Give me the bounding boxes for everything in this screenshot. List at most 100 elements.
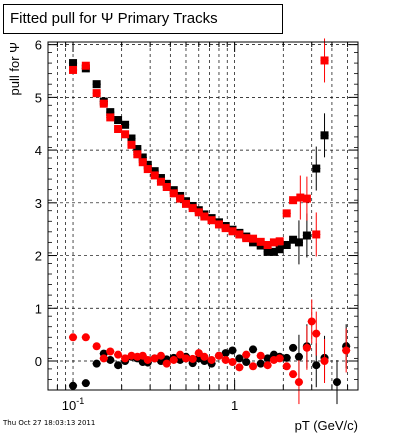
data-point: [312, 361, 321, 370]
data-point: [169, 355, 178, 364]
data-point: [289, 370, 298, 379]
x-tick-label: 1: [231, 398, 238, 413]
data-point: [235, 363, 244, 372]
data-point: [181, 199, 190, 208]
axis-ticks: [47, 42, 358, 391]
data-point: [282, 241, 291, 249]
data-point: [92, 80, 101, 89]
data-point: [143, 160, 152, 169]
data-point: [302, 194, 311, 203]
data-point: [214, 220, 223, 229]
data-point: [143, 355, 152, 364]
data-point: [127, 140, 136, 149]
x-tick-label: 10-1: [62, 396, 84, 413]
grid-lines: [47, 42, 358, 390]
data-point: [133, 150, 142, 159]
data-point: [263, 241, 272, 249]
data-point: [176, 350, 185, 359]
data-point: [269, 238, 278, 247]
data-point: [275, 245, 284, 254]
data-point: [150, 171, 159, 180]
y-tick-label: 0: [35, 354, 42, 369]
data-point: [221, 355, 230, 364]
data-point: [69, 65, 78, 74]
data-point: [275, 354, 284, 363]
data-point: [138, 158, 147, 167]
data-point: [162, 359, 171, 368]
data-point: [302, 231, 311, 240]
data-markers: [68, 38, 351, 405]
data-point: [214, 351, 223, 360]
data-point: [332, 378, 341, 387]
data-point: [307, 317, 316, 326]
data-point: [289, 343, 298, 352]
data-point: [235, 354, 244, 363]
data-point: [282, 362, 291, 371]
data-point: [138, 153, 147, 162]
data-point: [296, 193, 305, 202]
data-point: [194, 208, 203, 217]
data-point: [69, 59, 78, 68]
y-axis-label: pull for Ψ: [7, 42, 22, 96]
y-tick-label: 3: [35, 196, 42, 211]
data-point: [294, 238, 303, 247]
data-point: [81, 61, 90, 70]
data-point: [150, 354, 159, 363]
data-point: [256, 359, 265, 368]
data-point: [181, 354, 190, 363]
data-point: [263, 361, 272, 370]
data-point: [143, 165, 152, 174]
data-point: [150, 167, 159, 176]
data-point: [221, 349, 230, 358]
data-point: [256, 237, 265, 246]
data-point: [289, 235, 298, 244]
data-point: [176, 194, 185, 203]
data-point: [92, 342, 101, 351]
data-point: [81, 333, 90, 342]
data-point: [242, 350, 251, 359]
data-point: [263, 247, 272, 256]
data-point: [121, 120, 130, 129]
data-point: [99, 354, 108, 363]
data-point: [320, 131, 329, 140]
data-point: [114, 361, 123, 370]
data-point: [188, 204, 197, 213]
series-ff0000-square: [68, 38, 329, 257]
data-point: [269, 247, 278, 256]
data-point: [282, 353, 291, 362]
data-point: [312, 329, 321, 338]
data-point: [121, 354, 130, 363]
data-point: [207, 355, 216, 364]
x-axis-label: pT (GeV/c): [295, 418, 358, 433]
data-point: [121, 130, 130, 139]
data-point: [256, 351, 265, 360]
data-point: [162, 183, 171, 191]
plot-border: [47, 41, 359, 391]
data-point: [127, 134, 136, 143]
data-point: [188, 354, 197, 363]
y-tick-label: 2: [35, 249, 42, 264]
data-point: [228, 227, 237, 236]
axis-labels: 0 1 2 3 4 5 6 10-1 1 pT (GeV/c) pull for Ψ: [7, 38, 358, 433]
data-point: [242, 234, 251, 243]
data-point: [200, 212, 209, 221]
data-point: [228, 346, 237, 355]
data-point: [249, 345, 258, 354]
data-point: [282, 209, 291, 218]
y-tick-label: 5: [35, 90, 42, 105]
data-point: [99, 99, 108, 108]
data-point: [320, 56, 329, 65]
data-point: [169, 189, 178, 198]
data-point: [228, 358, 237, 367]
data-point: [294, 378, 303, 387]
series-000000-square: [68, 59, 329, 265]
data-point: [69, 333, 78, 342]
data-point: [242, 358, 251, 367]
data-point: [289, 196, 298, 205]
y-tick-label: 1: [35, 301, 42, 316]
data-point: [294, 352, 303, 361]
data-point: [312, 164, 321, 173]
data-point: [275, 237, 284, 246]
data-point: [92, 89, 101, 98]
